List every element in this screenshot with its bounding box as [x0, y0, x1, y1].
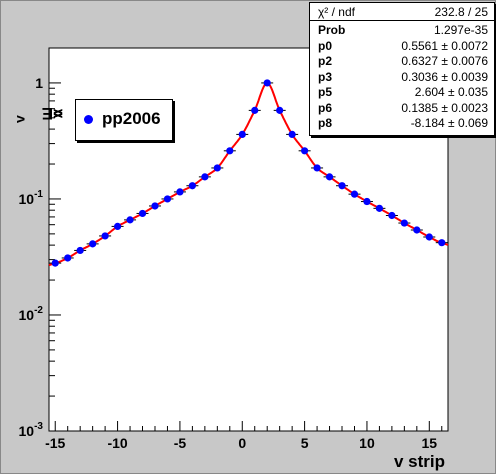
data-point [51, 259, 59, 267]
data-point [89, 240, 97, 248]
stats-value: 1.297e-35 [433, 23, 488, 37]
stats-value: 0.3036 ± 0.0039 [401, 69, 488, 84]
y-label-close: > [53, 104, 63, 123]
x-tick-label: 15 [422, 435, 438, 451]
x-axis: -15 -10 -5 0 5 10 15 [45, 421, 443, 451]
stats-row: p2 0.6327 ± 0.0076 [314, 54, 488, 70]
data-point [101, 232, 109, 240]
data-point [325, 173, 334, 181]
data-point [226, 147, 234, 155]
legend-marker [84, 115, 93, 124]
data-point [76, 246, 84, 255]
data-point [338, 182, 346, 190]
stats-value: 0.6327 ± 0.0076 [401, 54, 488, 68]
y-tick-label: 10-1 [19, 189, 44, 207]
x-tick-label: 10 [359, 435, 375, 451]
data-point [413, 226, 421, 234]
stats-row: p6 0.1385 ± 0.0023 [314, 101, 488, 117]
stats-header-value: 232.8 / 25 [434, 5, 488, 19]
data-point [64, 254, 72, 262]
data-point [163, 195, 172, 203]
x-tick-label: -5 [174, 435, 187, 451]
data-point [238, 130, 246, 139]
x-axis-label: v strip [393, 452, 445, 471]
data-point [213, 164, 221, 172]
data-point [350, 190, 359, 198]
data-point [126, 216, 134, 224]
data-point [425, 233, 433, 241]
y-tick-label: 10-3 [19, 421, 44, 439]
fit-stats-box: χ² / ndf 232.8 / 25 Prob 1.297e-35 p0 0.556… [309, 2, 495, 136]
stats-row: p5 2.604 ± 0.035 [314, 85, 488, 101]
data-point [188, 182, 196, 190]
data-point [138, 209, 147, 218]
data-point [301, 147, 309, 155]
stats-key: p5 [318, 85, 333, 99]
y-axis-label: <E v > [5, 65, 63, 125]
stats-key: p3 [318, 69, 333, 84]
data-point [113, 222, 122, 230]
stats-value: -8.184 ± 0.069 [410, 116, 488, 130]
stats-value: 0.5561 ± 0.0072 [401, 38, 488, 53]
data-point [263, 79, 271, 87]
stats-row: p8 -8.184 ± 0.069 [314, 116, 488, 132]
stats-key: p8 [318, 116, 333, 130]
y-axis: 10-3 10-2 10-1 1 [19, 47, 61, 439]
stats-header-key: χ² / ndf [318, 5, 355, 19]
x-tick-label: 0 [238, 435, 246, 451]
y-label-sub: v [12, 115, 29, 123]
data-point [363, 197, 371, 206]
stats-separator [310, 20, 494, 21]
data-point [438, 239, 446, 247]
data-point [375, 204, 384, 212]
stats-row: p3 0.3036 ± 0.0039 [314, 70, 488, 86]
data-point [388, 211, 396, 220]
data-point [176, 188, 184, 196]
stats-key: Prob [318, 23, 346, 37]
stats-header: χ² / ndf 232.8 / 25 [314, 5, 488, 21]
data-point [276, 106, 284, 114]
x-tick-label: -15 [45, 435, 65, 451]
data-point [201, 173, 209, 181]
data-point [151, 202, 159, 210]
stats-value: 2.604 ± 0.035 [414, 85, 488, 99]
data-point [400, 219, 408, 227]
data-points [49, 79, 448, 267]
stats-value: 0.1385 ± 0.0023 [401, 100, 488, 115]
legend: pp2006 [75, 99, 173, 141]
data-point [313, 164, 321, 172]
stats-row: Prob 1.297e-35 [314, 23, 488, 39]
y-tick-label: 10-2 [19, 305, 44, 323]
x-tick-label: -10 [107, 435, 127, 451]
data-point [288, 130, 296, 139]
legend-label: pp2006 [102, 109, 161, 128]
data-point [251, 106, 259, 114]
stats-key: p6 [318, 100, 333, 115]
stats-row: p0 0.5561 ± 0.0072 [314, 39, 488, 55]
y-tick-label: 1 [35, 75, 43, 91]
stats-key: p0 [318, 38, 333, 53]
x-tick-label: 5 [301, 435, 309, 451]
stats-key: p2 [318, 54, 333, 68]
